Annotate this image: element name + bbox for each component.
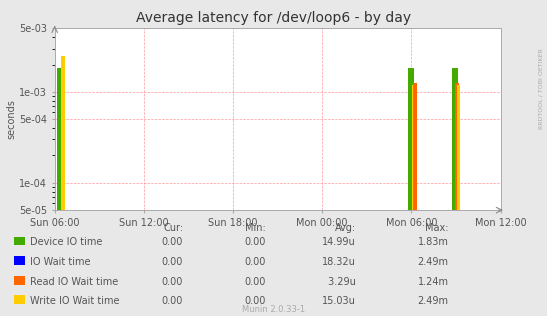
Text: 15.03u: 15.03u — [322, 296, 356, 306]
Text: 0.00: 0.00 — [244, 257, 265, 267]
Text: 0.00: 0.00 — [162, 257, 183, 267]
Text: 0.00: 0.00 — [162, 296, 183, 306]
Text: Avg:: Avg: — [334, 223, 356, 233]
Text: 0.00: 0.00 — [162, 276, 183, 287]
Y-axis label: seconds: seconds — [6, 99, 16, 139]
Text: IO Wait time: IO Wait time — [30, 257, 90, 267]
Text: Read IO Wait time: Read IO Wait time — [30, 276, 118, 287]
Text: 2.49m: 2.49m — [417, 257, 449, 267]
Text: Min:: Min: — [245, 223, 265, 233]
Text: Munin 2.0.33-1: Munin 2.0.33-1 — [242, 306, 305, 314]
Text: 0.00: 0.00 — [244, 276, 265, 287]
Text: 2.49m: 2.49m — [417, 296, 449, 306]
Text: Write IO Wait time: Write IO Wait time — [30, 296, 119, 306]
Text: 1.83m: 1.83m — [418, 237, 449, 247]
Text: Cur:: Cur: — [163, 223, 183, 233]
Text: RRDTOOL / TOBI OETIKER: RRDTOOL / TOBI OETIKER — [538, 48, 543, 129]
Text: Average latency for /dev/loop6 - by day: Average latency for /dev/loop6 - by day — [136, 11, 411, 25]
Polygon shape — [56, 68, 63, 210]
Polygon shape — [457, 85, 460, 210]
Polygon shape — [408, 68, 415, 210]
Polygon shape — [411, 85, 415, 210]
Text: 14.99u: 14.99u — [322, 237, 356, 247]
Text: 1.24m: 1.24m — [417, 276, 449, 287]
Polygon shape — [452, 68, 458, 210]
Text: 18.32u: 18.32u — [322, 257, 356, 267]
Polygon shape — [455, 83, 459, 210]
Text: Max:: Max: — [425, 223, 449, 233]
Text: Device IO time: Device IO time — [30, 237, 102, 247]
Polygon shape — [61, 56, 65, 210]
Text: 3.29u: 3.29u — [325, 276, 356, 287]
Text: 0.00: 0.00 — [162, 237, 183, 247]
Text: 0.00: 0.00 — [244, 296, 265, 306]
Text: 0.00: 0.00 — [244, 237, 265, 247]
Polygon shape — [413, 83, 416, 210]
